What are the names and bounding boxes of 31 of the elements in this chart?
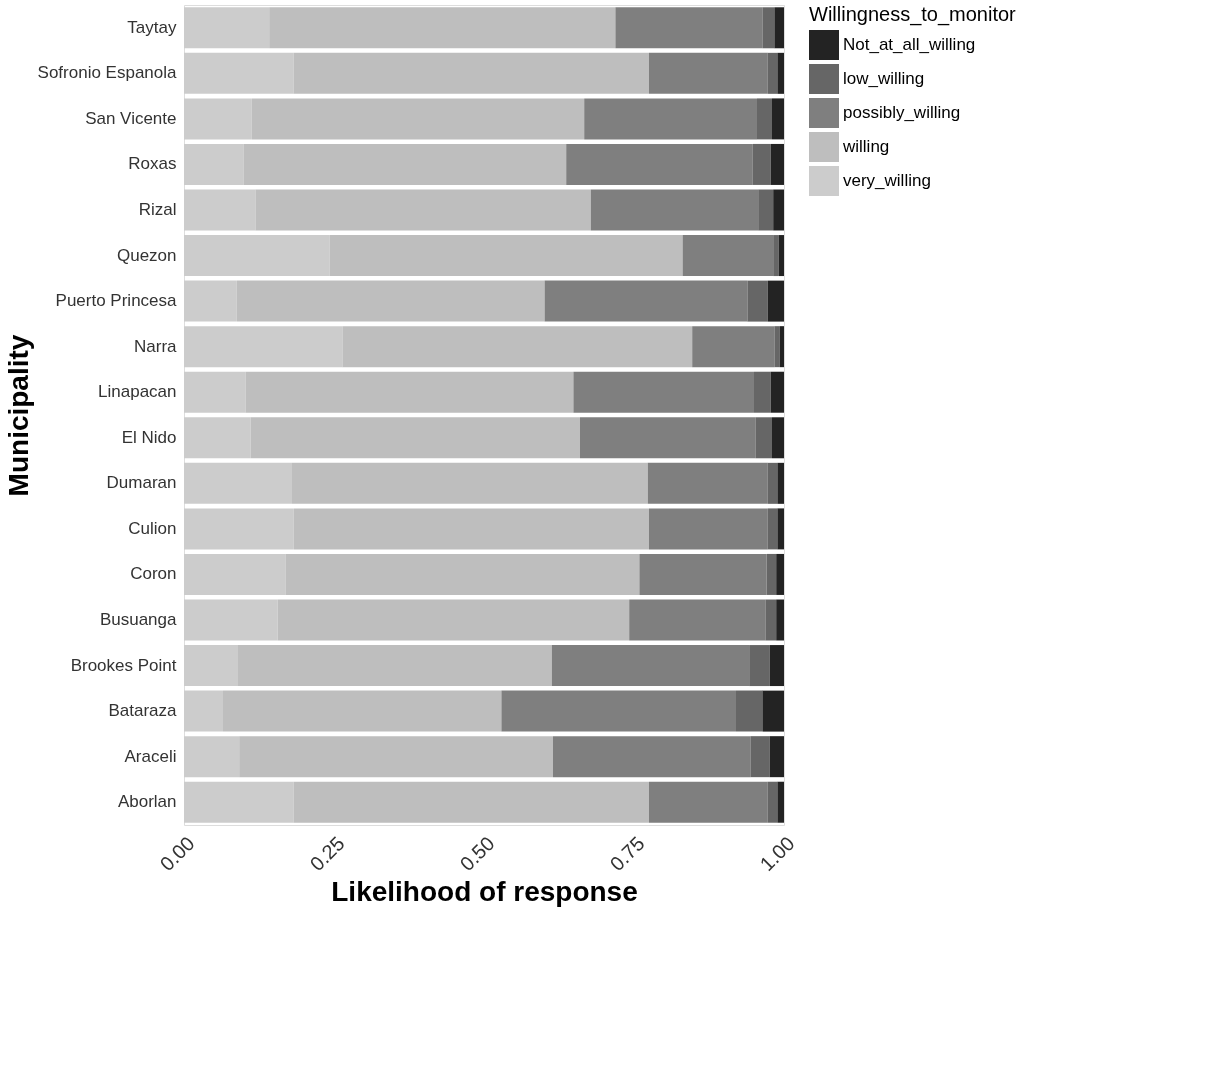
x-axis-title: Likelihood of response [331, 876, 638, 908]
y-tick-label: Coron [130, 564, 177, 584]
x-tick-label: 0.50 [455, 832, 499, 876]
legend-title: Willingness_to_monitor [809, 3, 1017, 26]
y-axis-title: Municipality [2, 334, 34, 497]
y-tick-label: Linapacan [98, 382, 177, 402]
x-tick-label: 0.00 [155, 832, 199, 876]
legend-label: Not_at_all_willing [843, 35, 976, 54]
y-tick-label: Puerto Princesa [55, 291, 178, 311]
x-tick-label: 0.25 [305, 832, 349, 876]
y-tick-label: Busuanga [99, 610, 178, 629]
y-tick-label: Brookes Point [70, 655, 177, 675]
legend-label: low_willing [843, 69, 925, 88]
y-tick-label: San Vicente [85, 108, 177, 128]
y-tick-label: El Nido [121, 427, 177, 447]
y-tick-label: Taytay [127, 17, 177, 37]
legend-label: very_willing [843, 171, 931, 190]
legend-label: possibly_willing [843, 103, 961, 122]
y-tick-label: Araceli [124, 746, 177, 766]
x-tick-label: 0.75 [605, 832, 649, 876]
y-tick-label: Sofronio Espanola [37, 63, 178, 83]
legend-label: willing [842, 137, 890, 156]
y-tick-label: Rizal [138, 200, 177, 219]
y-tick-label: Bataraza [108, 701, 178, 721]
y-tick-label: Culion [128, 518, 177, 538]
y-tick-label: Quezon [116, 245, 177, 265]
y-tick-label: Dumaran [106, 473, 177, 493]
y-tick-label: Aborlan [117, 792, 177, 812]
x-tick-label: 1.00 [755, 832, 799, 876]
y-tick-label: Roxas [128, 154, 177, 174]
y-tick-label: Narra [133, 336, 178, 356]
